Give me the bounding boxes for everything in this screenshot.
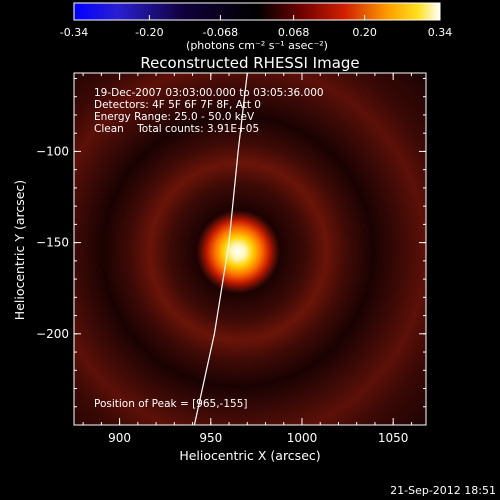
colorbar-gradient <box>73 2 441 21</box>
x-tick-label: 950 <box>199 431 222 445</box>
colorbar-tick-label: 0.068 <box>278 26 310 39</box>
x-axis-label: Heliocentric X (arcsec) <box>179 448 320 463</box>
colorbar-ticks: -0.34 -0.20 -0.068 0.068 0.20 0.34 <box>60 15 452 39</box>
colorbar-tick-label: -0.068 <box>203 26 238 39</box>
colorbar-unit-label: (photons cm⁻² s⁻¹ asec⁻²) <box>186 39 328 52</box>
info-detectors: Detectors: 4F 5F 6F 7F 8F, Att 0 <box>94 99 261 111</box>
axis-ticks: 900 950 1000 1050 −100 −150 −200 <box>36 73 426 445</box>
y-tick-label: −150 <box>36 236 69 250</box>
solar-limb-line <box>193 73 248 425</box>
colorbar-tick-label: -0.34 <box>60 26 88 39</box>
x-tick-label: 900 <box>108 431 131 445</box>
info-peak-position: Position of Peak = [965,-155] <box>94 398 248 410</box>
info-time-range: 19-Dec-2007 03:03:00.000 to 03:05:36.000 <box>94 87 324 99</box>
plot-frame <box>73 72 427 426</box>
peak-source <box>196 209 281 294</box>
info-energy-range: Energy Range: 25.0 - 50.0 keV <box>94 111 255 123</box>
info-clean-counts: Clean Total counts: 3.91E+05 <box>94 123 259 135</box>
plot-title: Reconstructed RHESSI Image <box>140 54 359 72</box>
x-tick-label: 1000 <box>287 431 318 445</box>
colorbar-tick-label: 0.20 <box>352 26 377 39</box>
y-tick-label: −200 <box>36 327 69 341</box>
colorbar-tick-label: -0.20 <box>135 26 163 39</box>
colorbar: -0.34 -0.20 -0.068 0.068 0.20 0.34 (photons c… <box>60 2 452 52</box>
x-tick-label: 1050 <box>378 431 409 445</box>
timestamp: 21-Sep-2012 18:51 <box>390 484 496 497</box>
info-block: 19-Dec-2007 03:03:00.000 to 03:05:36.000… <box>94 87 324 410</box>
y-tick-label: −100 <box>36 144 69 158</box>
colorbar-tick-label: 0.34 <box>428 26 453 39</box>
y-axis-label: Heliocentric Y (arcsec) <box>12 180 27 320</box>
